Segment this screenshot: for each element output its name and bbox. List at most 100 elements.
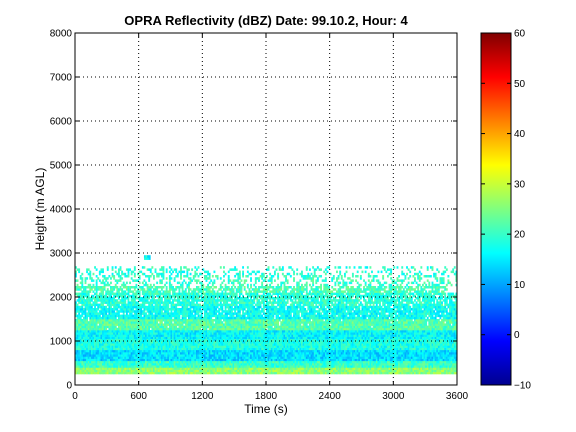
heatmap-cell [254,347,257,351]
heatmap-cell [248,358,251,362]
heatmap-cell [386,360,389,364]
heatmap-cell [377,336,380,340]
heatmap-cell [162,358,165,362]
heatmap-cell [189,363,192,366]
heatmap-cell [84,336,87,340]
heatmap-cell [380,336,383,340]
heatmap-cell [310,349,313,353]
heatmap-cell [82,360,85,364]
heatmap-cell [299,338,302,342]
heatmap-cell [355,352,358,355]
heatmap-cell [229,367,232,370]
heatmap-cell [195,349,198,353]
heatmap-cell [390,345,393,348]
heatmap-cell [76,336,79,340]
heatmap-cell [358,367,361,370]
heatmap-cell [305,363,308,366]
heatmap-cell [366,352,369,355]
heatmap-cell [305,347,308,351]
heatmap-cell [238,360,241,364]
heatmap-cell [154,338,157,342]
heatmap-cell [372,352,375,355]
heatmap-cell [78,365,81,368]
heatmap-cell [315,349,318,353]
heatmap-cell [167,369,170,373]
heatmap-cell [396,347,399,351]
heatmap-cell [452,345,455,348]
heatmap-cell [310,371,313,375]
heatmap-cell [278,356,281,359]
heatmap-cell [388,356,391,359]
heatmap-cell [207,345,209,348]
heatmap-cell [425,347,428,351]
heatmap-cell [366,367,369,370]
heatmap-cell [119,327,122,331]
heatmap-cell [89,367,92,370]
heatmap-cell [336,367,338,370]
heatmap-cell [152,327,155,331]
heatmap-cell [223,327,225,331]
heatmap-cell [439,356,442,359]
heatmap-cell [343,327,346,331]
heatmap-cell [218,341,221,344]
heatmap-cell [183,349,186,353]
heatmap-cell [86,363,89,366]
heatmap-cell [203,354,206,357]
heatmap-cell [81,360,84,364]
heatmap-cell [350,371,353,375]
heatmap-cell [137,356,139,359]
heatmap-cell [81,356,84,359]
heatmap-cell [332,365,335,368]
heatmap-cell [124,360,127,364]
heatmap-cell [176,336,179,340]
heatmap-cell [444,367,447,370]
heatmap-cell [371,330,373,333]
heatmap-cell [355,336,358,340]
heatmap-cell [358,341,361,344]
heatmap-cell [259,343,262,346]
heatmap-cell [175,352,178,355]
heatmap-cell [172,369,174,373]
heatmap-cell [253,334,256,337]
heatmap-cell [205,365,208,368]
heatmap-cell [205,347,208,351]
heatmap-cell [227,371,230,375]
heatmap-cell [364,343,367,346]
heatmap-cell [243,349,246,353]
heatmap-cell [78,338,81,342]
heatmap-cell [288,352,291,355]
heatmap-cell [132,352,135,355]
heatmap-cell [183,358,186,362]
heatmap-cell [280,332,283,335]
heatmap-cell [423,343,426,346]
heatmap-cell [385,334,388,337]
heatmap-cell [313,358,316,362]
heatmap-cell [358,347,361,351]
heatmap-cell [138,327,141,331]
heatmap-cell [350,336,353,340]
heatmap-cell [256,332,259,335]
heatmap-cell [350,349,353,353]
heatmap-cell [94,343,96,346]
heatmap-cell [188,336,190,340]
heatmap-cell [132,358,135,362]
heatmap-cell [379,330,381,333]
heatmap-cell [145,356,147,359]
heatmap-cell [364,358,367,362]
heatmap-cell [256,371,259,375]
heatmap-cell [151,354,154,357]
heatmap-cell [143,356,146,359]
heatmap-cell [449,363,451,366]
heatmap-cell [382,365,385,368]
heatmap-cell [197,341,200,344]
heatmap-cell [439,354,442,357]
heatmap-cell [89,332,92,335]
heatmap-cell [186,369,189,373]
heatmap-cell [226,354,229,357]
heatmap-cell [293,345,295,348]
heatmap-cell [404,358,407,362]
heatmap-cell [380,352,383,355]
heatmap-cell [262,356,265,359]
heatmap-cell [105,338,108,342]
heatmap-cell [270,347,273,351]
